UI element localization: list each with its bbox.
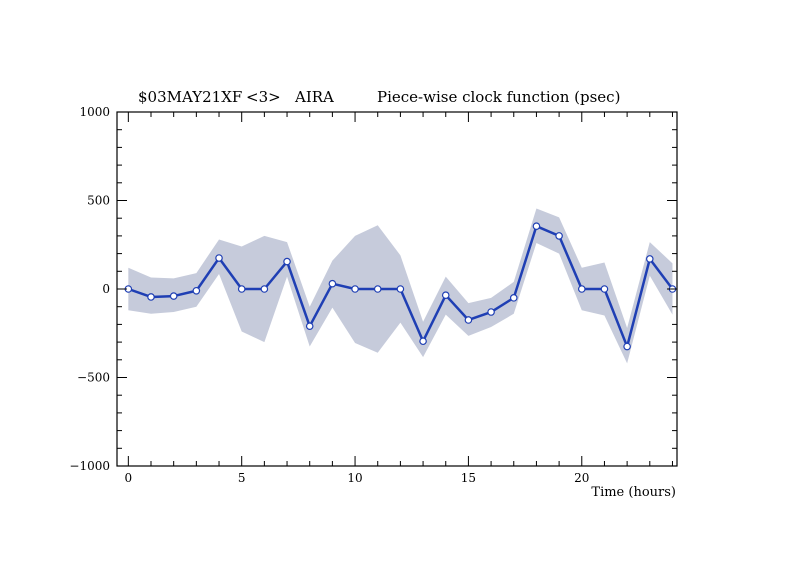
data-point bbox=[192, 286, 201, 295]
data-point bbox=[260, 285, 269, 293]
x-tick-label: 20 bbox=[574, 471, 589, 485]
chart-title-description: Piece-wise clock function (psec) bbox=[377, 88, 620, 106]
data-point bbox=[464, 316, 473, 324]
data-point bbox=[351, 285, 359, 293]
data-point bbox=[532, 222, 541, 230]
data-point bbox=[645, 255, 654, 263]
axis-ticks-layer bbox=[117, 111, 677, 467]
axis-tick-labels-layer: 0 5 10 15 20 −1000 −500 0 500 1000 bbox=[69, 105, 589, 485]
data-point bbox=[215, 254, 223, 262]
data-point bbox=[237, 285, 246, 293]
y-tick-label: 500 bbox=[87, 194, 110, 208]
data-point bbox=[577, 285, 586, 293]
data-point bbox=[305, 322, 314, 330]
x-tick-label: 10 bbox=[347, 471, 362, 485]
data-point bbox=[373, 285, 382, 293]
y-tick-label: −500 bbox=[77, 371, 110, 385]
data-point bbox=[169, 292, 178, 300]
data-point bbox=[600, 285, 609, 293]
data-point bbox=[441, 291, 450, 299]
data-point bbox=[283, 257, 291, 266]
data-point bbox=[396, 285, 405, 293]
x-axis-label: Time (hours) bbox=[591, 485, 676, 500]
data-point bbox=[555, 232, 563, 240]
chart-title-station: AIRA bbox=[294, 88, 334, 106]
chart-title-experiment: $03MAY21XF bbox=[138, 88, 242, 106]
y-tick-label: −1000 bbox=[69, 459, 110, 473]
y-tick-label: 0 bbox=[102, 282, 110, 296]
x-tick-label: 15 bbox=[461, 471, 476, 485]
chart-title-scan: <3> bbox=[246, 88, 281, 106]
data-point bbox=[147, 293, 155, 301]
y-tick-label: 1000 bbox=[79, 105, 110, 119]
data-point bbox=[509, 294, 518, 302]
data-point bbox=[419, 337, 427, 346]
data-point bbox=[328, 279, 337, 288]
x-tick-label: 0 bbox=[125, 471, 133, 485]
data-point bbox=[623, 342, 631, 351]
series-marker-layer bbox=[124, 222, 677, 351]
x-tick-label: 5 bbox=[238, 471, 246, 485]
data-point bbox=[487, 308, 495, 316]
